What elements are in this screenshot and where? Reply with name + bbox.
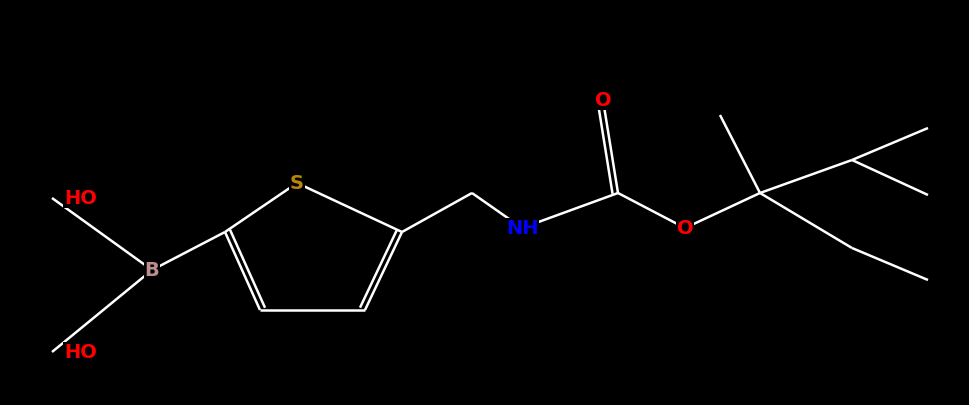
Text: S: S [290,173,304,192]
Text: HO: HO [64,343,97,362]
Text: HO: HO [64,188,97,207]
Text: B: B [144,260,159,279]
Text: O: O [595,90,611,109]
Text: O: O [676,219,693,237]
Text: NH: NH [506,219,538,237]
